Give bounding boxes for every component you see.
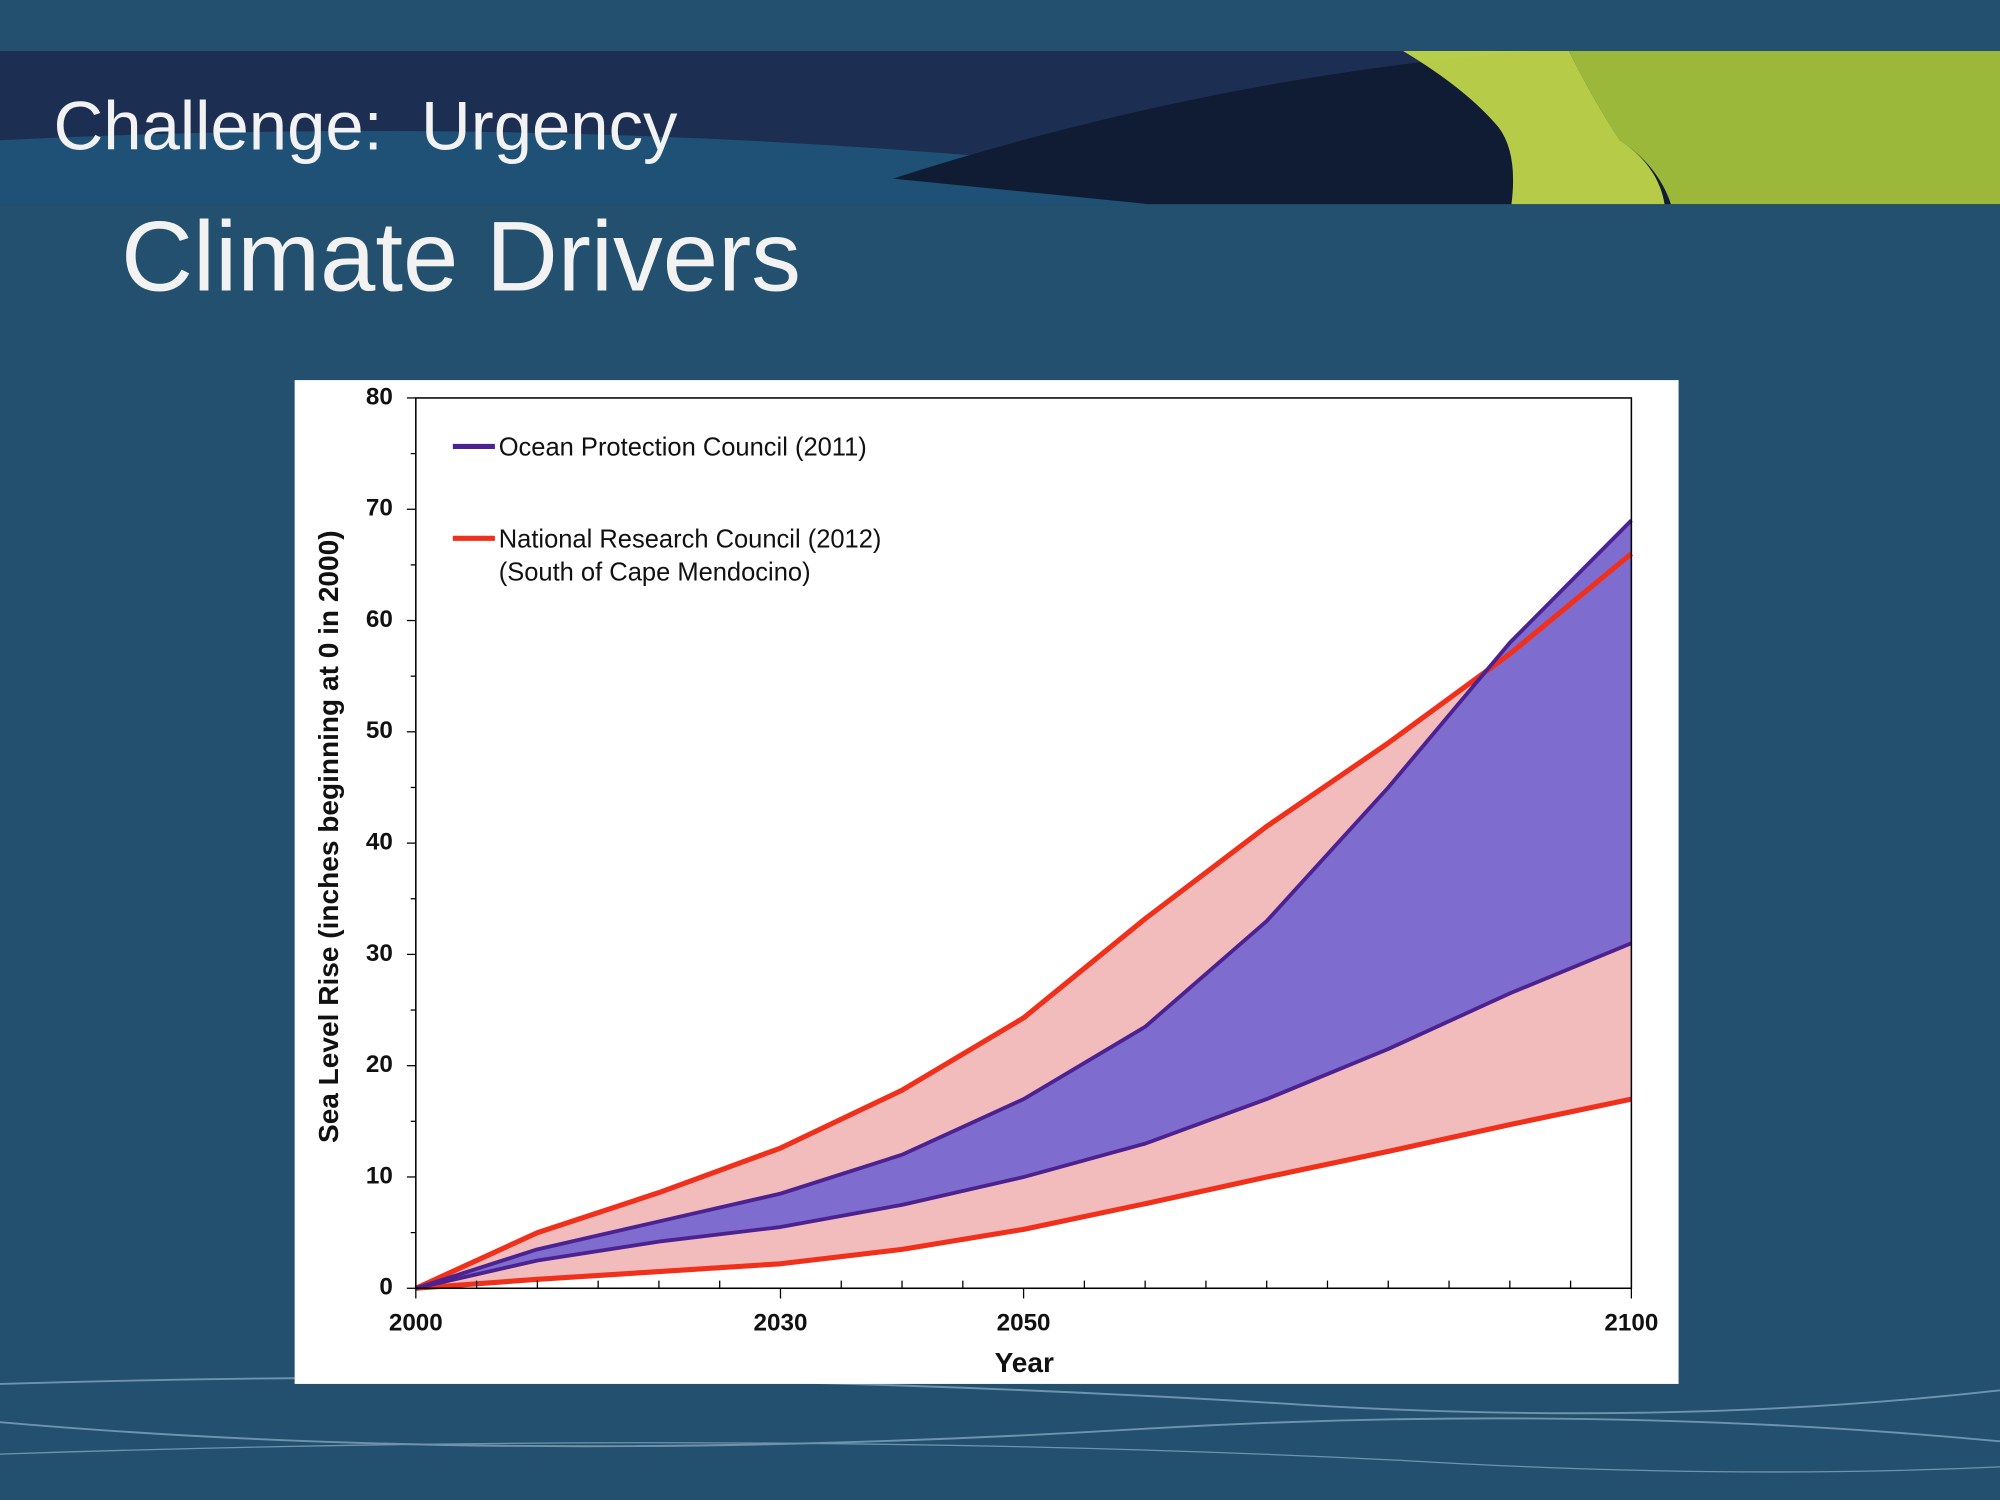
slide-title: Climate Drivers [121,201,801,312]
y-tick-label: 20 [366,1051,393,1078]
y-axis-label: Sea Level Rise (inches beginning at 0 in… [313,530,344,1143]
x-tick-label: 2050 [997,1309,1051,1336]
map-shape [1403,51,1665,205]
x-tick-label: 2030 [754,1309,808,1336]
header-green [1568,51,2000,205]
band-edge [414,551,1634,1291]
y-tick-label: 40 [366,829,393,856]
band-edge [415,1096,1632,1291]
y-tick-label: 30 [366,940,393,967]
x-tick-label: 2100 [1604,1309,1658,1336]
y-tick-label: 60 [366,606,393,633]
deco-line [0,1442,2000,1473]
band-edge [415,519,1633,1291]
legend-note: (South of Cape Mendocino) [499,559,811,587]
band-area [415,520,1632,1289]
y-tick-label: 10 [366,1162,393,1189]
x-axis-label: Year [995,1347,1054,1378]
y-tick-label: 80 [366,383,393,410]
deco-line [0,1417,2000,1448]
y-tick-label: 70 [366,495,393,522]
band-edge [415,941,1633,1291]
band-area [415,553,1632,1289]
y-tick-label: 50 [366,717,393,744]
y-tick-label: 0 [379,1274,392,1301]
x-tick-label: 2000 [389,1309,443,1336]
section-title: Challenge: Urgency [54,88,678,165]
legend-label: National Research Council (2012) [499,526,882,554]
legend-label: Ocean Protection Council (2011) [499,434,867,462]
